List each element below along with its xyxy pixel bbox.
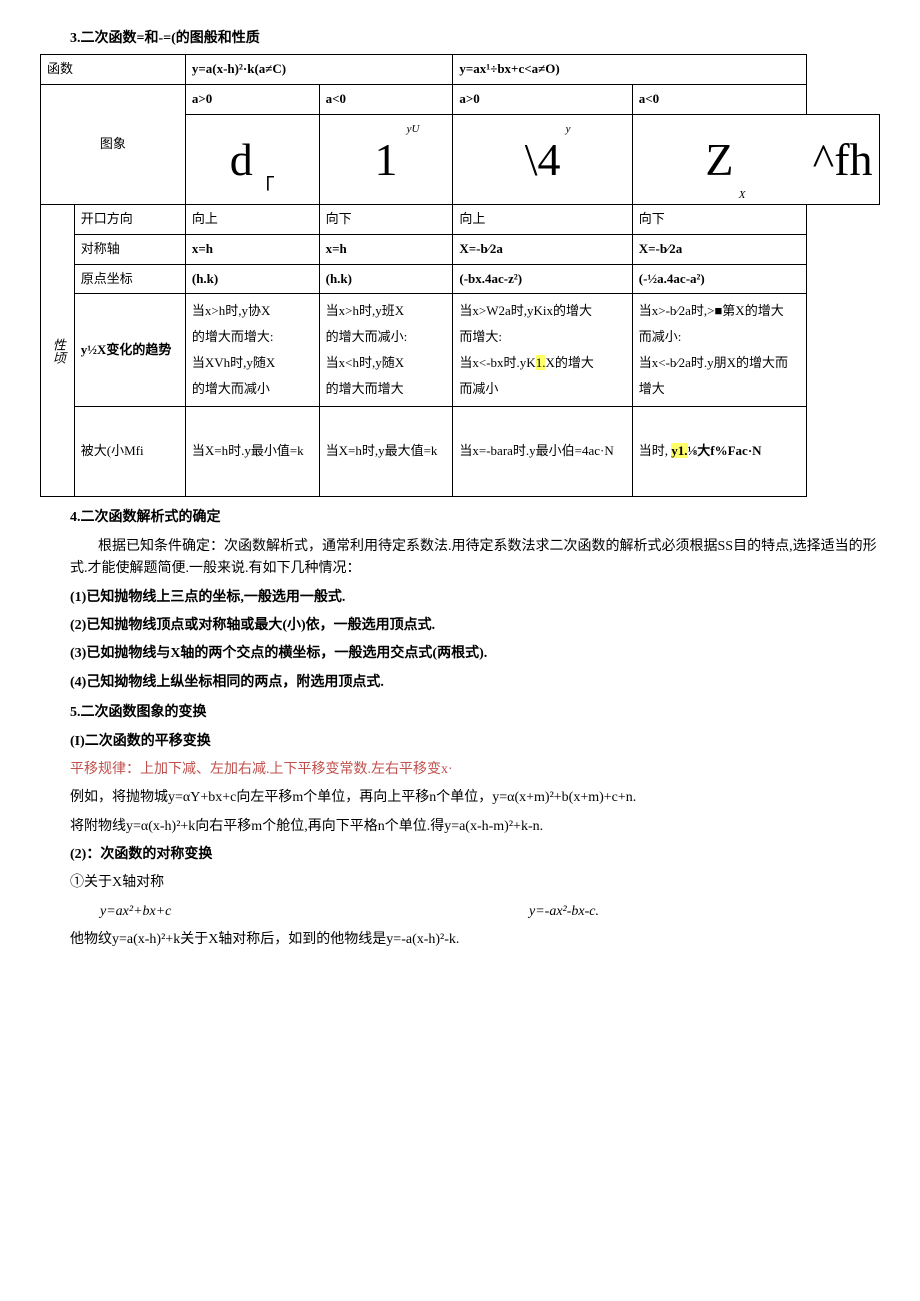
graph-5: ^fh	[806, 114, 879, 204]
symmetry-1-desc: 他物纹y=a(x-h)²+k关于X轴对称后，如到的他物线是y=-a(x-h)²-…	[70, 929, 880, 951]
a-lt0-2: a<0	[632, 85, 806, 115]
vertex-2: (h.k)	[319, 264, 453, 294]
vertex-3: (-bx.4ac-z²)	[453, 264, 632, 294]
symmetry-formula: y=ax²+bx+c y=-ax²-bx-c.	[100, 901, 880, 923]
row-properties-label: 性顷	[41, 204, 75, 496]
point-4-1: (1)已知抛物线上三点的坐标,一般选用一般式.	[70, 587, 880, 609]
hdr-form1: y=a(x-h)²·k(a≠C)	[185, 55, 453, 85]
hdr-function: 函数	[41, 55, 186, 85]
vertex-1: (h.k)	[185, 264, 319, 294]
axis-4: X=-b⁄2a	[632, 234, 806, 264]
example-5-2: 将附物线y=α(x-h)²+k向右平移m个舱位,再向下平格n个单位.得y=a(x…	[70, 816, 880, 838]
section-3-title: 3.二次函数=和-=(的图般和性质	[70, 28, 880, 50]
axis-2: x=h	[319, 234, 453, 264]
section-4-intro: 根据已知条件确定：次函数解析式，通常利用待定系数法.用待定系数法求二次函数的解析…	[70, 536, 880, 581]
trend-1: 当x>h时,y协X 的增大而增大: 当XVh时,y随X 的增大而减小	[185, 294, 319, 407]
a-gt0-1: a>0	[185, 85, 319, 115]
hdr-form2: y=ax¹÷bx+c<a≠O)	[453, 55, 806, 85]
max-1: 当X=h时.y最小值=k	[185, 407, 319, 497]
graph-1: d「	[185, 114, 319, 204]
row-max-label: 被大(小Mfi	[74, 407, 185, 497]
formula-after: y=-ax²-bx-c.	[529, 901, 880, 923]
symmetry-1-title: ①关于X轴对称	[70, 872, 880, 894]
max-2: 当X=h时,y最大值=k	[319, 407, 453, 497]
dir-1: 向上	[185, 204, 319, 234]
trend-2: 当x>h时,y班X 的增大而减小: 当x<h时,y随X 的增大而增大	[319, 294, 453, 407]
properties-table: 函数 y=a(x-h)²·k(a≠C) y=ax¹÷bx+c<a≠O) 图象 a…	[40, 54, 880, 497]
a-gt0-2: a>0	[453, 85, 632, 115]
trend-3: 当x>W2a时,yKix的增大 而增大: 当x<-bx时.yK1.X的增大 而减…	[453, 294, 632, 407]
section-4-title: 4.二次函数解析式的确定	[70, 507, 880, 529]
row-trend-label: y½X变化的趋势	[74, 294, 185, 407]
point-4-4: (4)己知拗物线上纵坐标相同的两点，附选用顶点式.	[70, 672, 880, 694]
vertex-4: (-½a.4ac-a²)	[632, 264, 806, 294]
graph-3: \4y	[453, 114, 632, 204]
graph-4: ZX	[632, 114, 806, 204]
translation-rule: 平移规律：上加下减、左加右减.上下平移变常数.左右平移变x·	[70, 759, 880, 781]
row-vertex-label: 原点坐标	[74, 264, 185, 294]
example-5-1: 例如，将抛物城y=αY+bx+c向左平移m个单位，再向上平移n个单位，y=α(x…	[70, 787, 880, 809]
dir-4: 向下	[632, 204, 806, 234]
row-direction-label: 开口方向	[74, 204, 185, 234]
graph-2: 1yU	[319, 114, 453, 204]
point-4-2: (2)已知抛物线顶点或对称轴或最大(小)依，一般选用顶点式.	[70, 615, 880, 637]
trend-4: 当x>-b⁄2a时,>■第X的增大 而减小: 当x<-b⁄2a时.y朋X的增大而…	[632, 294, 806, 407]
point-5-I: (I)二次函数的平移变换	[70, 731, 880, 753]
point-5-2: (2)：次函数的对称变换	[70, 844, 880, 866]
dir-3: 向上	[453, 204, 632, 234]
dir-2: 向下	[319, 204, 453, 234]
axis-1: x=h	[185, 234, 319, 264]
max-4: 当时, y1.⅛大f%Fac·N	[632, 407, 806, 497]
point-4-3: (3)已如抛物线与X轴的两个交点的横坐标，一般选用交点式(两根式).	[70, 643, 880, 665]
axis-3: X=-b⁄2a	[453, 234, 632, 264]
max-3: 当x=-bara时.y最小伯=4ac·N	[453, 407, 632, 497]
row-graph-label: 图象	[41, 85, 186, 205]
section-5-title: 5.二次函数图象的变换	[70, 702, 880, 724]
a-lt0-1: a<0	[319, 85, 453, 115]
row-axis-label: 对称轴	[74, 234, 185, 264]
formula-before: y=ax²+bx+c	[100, 901, 529, 923]
